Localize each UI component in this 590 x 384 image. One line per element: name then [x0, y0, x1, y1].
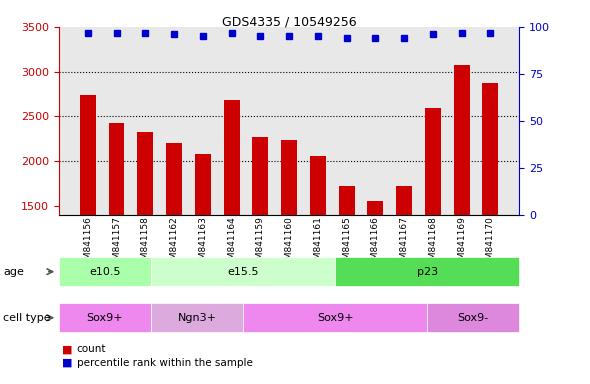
Bar: [483, 83, 499, 215]
Bar: [454, 65, 470, 215]
Bar: [339, 186, 355, 215]
Bar: [195, 154, 211, 215]
Bar: [109, 123, 124, 215]
Text: e10.5: e10.5: [89, 266, 121, 277]
Bar: [224, 100, 240, 215]
Text: age: age: [3, 266, 24, 277]
Text: ■: ■: [62, 358, 73, 368]
Text: p23: p23: [417, 266, 438, 277]
Text: count: count: [77, 344, 106, 354]
Text: Sox9+: Sox9+: [317, 313, 353, 323]
Text: Sox9-: Sox9-: [458, 313, 489, 323]
Bar: [80, 95, 96, 215]
Bar: [396, 186, 412, 215]
Bar: [166, 143, 182, 215]
Text: Sox9+: Sox9+: [87, 313, 123, 323]
Text: ■: ■: [62, 344, 73, 354]
Text: Ngn3+: Ngn3+: [178, 313, 217, 323]
Bar: [425, 108, 441, 215]
Bar: [137, 132, 153, 215]
Bar: [368, 201, 384, 215]
Bar: [281, 140, 297, 215]
Text: e15.5: e15.5: [227, 266, 259, 277]
Bar: [253, 137, 268, 215]
Text: percentile rank within the sample: percentile rank within the sample: [77, 358, 253, 368]
Bar: [310, 156, 326, 215]
Text: cell type: cell type: [3, 313, 51, 323]
Text: GDS4335 / 10549256: GDS4335 / 10549256: [222, 15, 356, 28]
